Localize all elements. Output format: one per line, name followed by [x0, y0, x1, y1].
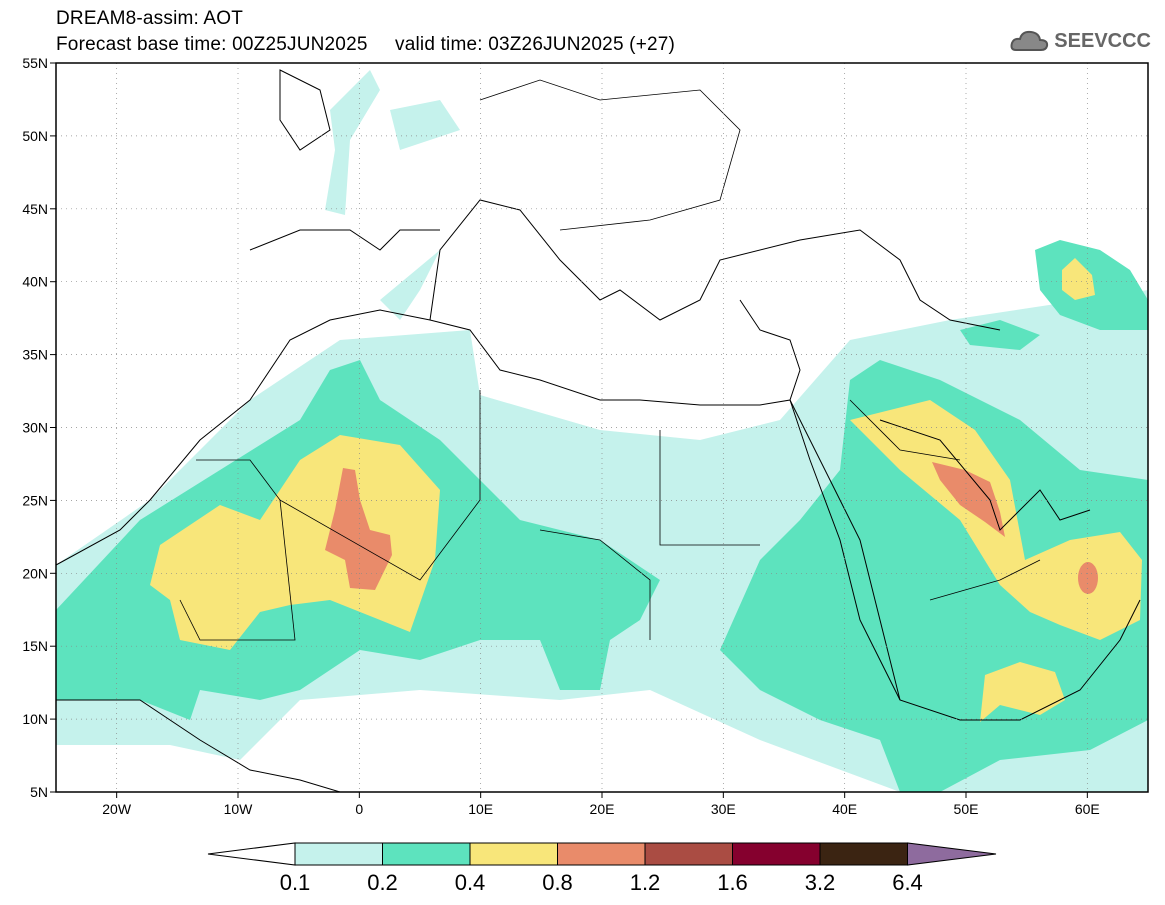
logo-text: SEEVCCC	[1054, 29, 1151, 52]
lat-tick-label: 20N	[22, 565, 48, 581]
lon-tick-label: 40E	[832, 801, 857, 817]
lon-tick-label: 50E	[954, 801, 979, 817]
cloud-icon	[1010, 30, 1049, 51]
base-time: Forecast base time: 00Z25JUN2025	[56, 34, 368, 55]
coastlines	[56, 69, 1141, 792]
colorbar-label: 0.1	[279, 870, 311, 895]
aot-0.1-0.2-north	[325, 70, 460, 320]
aot-0.4-0.8-sahara	[150, 435, 440, 650]
colorbar-swatch	[469, 842, 558, 866]
lon-tick-label: 20E	[590, 801, 615, 817]
lat-tick-label: 30N	[22, 420, 48, 436]
valid-time: valid time: 03Z26JUN2025 (+27)	[395, 34, 676, 55]
lon-tick-label: 60E	[1075, 801, 1100, 817]
lat-tick-label: 50N	[22, 128, 48, 144]
seevccc-logo: SEEVCCC	[1010, 28, 1151, 54]
lat-tick-label: 10N	[22, 711, 48, 727]
lat-tick-label: 5N	[30, 784, 48, 800]
colorbar-swatch	[294, 842, 383, 866]
aot-0.4-0.8-yemen	[980, 662, 1065, 722]
colorbar-label: 3.2	[804, 870, 836, 895]
lon-tick-label: 30E	[711, 801, 736, 817]
aot-0.4-0.8-caspian	[1062, 258, 1095, 300]
colorbar-label: 0.8	[542, 870, 573, 895]
forecast-times: Forecast base time: 00Z25JUN2025 valid t…	[56, 34, 675, 56]
colorbar-swatch	[557, 842, 646, 866]
lat-tick-label: 35N	[22, 347, 48, 363]
colorbar-label: 1.6	[717, 870, 748, 895]
aot-0.8-1.2-arabia	[932, 462, 1005, 537]
lon-tick-label: 10E	[468, 801, 493, 817]
colorbar-label: 1.2	[629, 870, 661, 895]
lat-tick-label: 15N	[22, 638, 48, 654]
lat-tick-label: 25N	[22, 492, 48, 508]
aot-0.8-1.2-oman	[1078, 562, 1098, 594]
lon-tick-label: 0	[355, 801, 363, 817]
colorbar-label: 6.4	[892, 870, 923, 895]
colorbar-swatch	[382, 842, 471, 866]
colorbar-swatch	[732, 842, 821, 866]
colorbar-label: 0.4	[454, 870, 486, 895]
aot-contours	[56, 69, 1148, 792]
colorbar-label: 0.2	[367, 870, 398, 895]
aot-0.2-0.4-caspian	[960, 240, 1148, 350]
latitude-ticks: 55N 50N 45N 40N 35N 30N 25N 20N 15N 10N 5N	[22, 55, 56, 800]
country-borders	[179, 79, 1041, 641]
lon-tick-label: 10W	[224, 801, 254, 817]
longitude-ticks: 20W 10W 0 10E 20E 30E 40E 50E 60E	[102, 792, 1100, 817]
colorbar	[207, 842, 997, 866]
lat-tick-label: 40N	[22, 274, 48, 290]
colorbar-swatch	[819, 842, 908, 866]
colorbar-over-arrow	[907, 842, 997, 866]
aot-0.8-1.2-sahara	[325, 468, 392, 590]
colorbar-swatch	[644, 842, 733, 866]
colorbar-under-arrow	[207, 842, 296, 866]
map-title: DREAM8-assim: AOT	[56, 8, 244, 29]
lon-tick-label: 20W	[102, 801, 132, 817]
lat-tick-label: 45N	[22, 201, 48, 217]
lat-tick-label: 55N	[22, 55, 48, 71]
